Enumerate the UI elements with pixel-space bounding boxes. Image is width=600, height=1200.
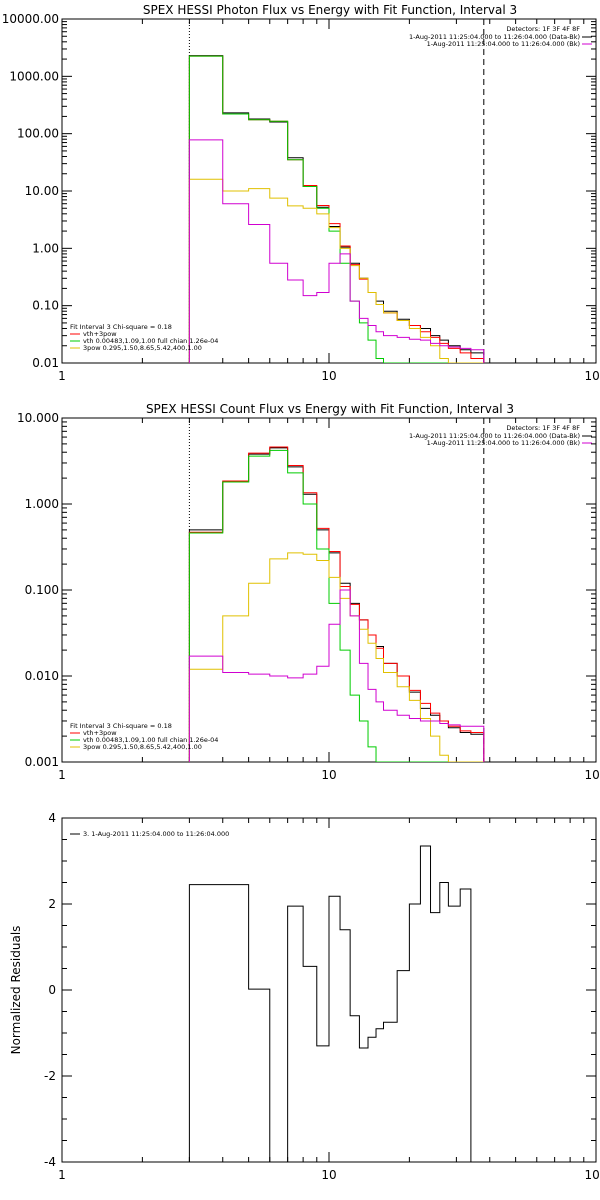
count-flux-title: SPEX HESSI Count Flux vs Energy with Fit… [146,402,514,416]
legend-top-entry: 1-Aug-2011 11:25:04.000 to 11:26:04.000 … [409,33,580,41]
series-line-4 [188,589,485,762]
legend-fit-entry: vth+3pow [83,330,117,338]
x-tick-label: 1 [58,369,66,383]
y-tick-label: 0.010 [25,669,59,683]
series-line-2 [188,449,484,762]
series-line-2 [188,55,484,363]
y-tick-label: 0.001 [25,755,59,769]
y-tick-label: 4 [48,811,56,825]
y-tick-label: 0.01 [32,356,59,370]
photon-flux-panel: SPEX HESSI Photon Flux vs Energy with Fi… [2,3,600,383]
y-tick-label: 10.000 [17,411,59,425]
legend-top-entry: 1-Aug-2011 11:25:04.000 to 11:26:04.000 … [427,40,580,48]
legend-fit-entry: vth+3pow [83,729,117,737]
y-tick-label: -2 [44,1069,56,1083]
legend-top-entry: 1-Aug-2011 11:25:04.000 to 11:26:04.000 … [427,439,580,447]
y-tick-label: -4 [44,1155,56,1169]
y-tick-label: 100.00 [17,127,59,141]
series-line-3 [188,552,484,762]
legend-detectors: Detectors: 1F 3F 4F 8F [506,25,580,33]
photon-flux-title: SPEX HESSI Photon Flux vs Energy with Fi… [143,3,517,17]
x-tick-label: 10 [321,369,336,383]
legend-detectors: Detectors: 1F 3F 4F 8F [506,424,580,432]
series-line-4 [188,139,485,363]
y-tick-label: 10.00 [25,184,59,198]
legend-fit-header: Fit Interval 3 Chi-square = 0.18 [70,722,172,730]
y-tick-label: 0.10 [32,299,59,313]
series-group [188,55,485,363]
legend-fit-entry: vth 0.00483,1.09,1.00 full chian 1.26e-0… [83,736,218,744]
legend-top-entry: 1-Aug-2011 11:25:04.000 to 11:26:04.000 … [409,432,580,440]
series-line-3 [188,178,484,363]
x-tick-label: 100 [585,1168,600,1182]
y-tick-label: 1000.00 [9,69,59,83]
series-line-0 [188,845,484,1162]
plot-frame [61,18,597,364]
y-tick-label: 0.100 [25,583,59,597]
x-tick-label: 10 [321,768,336,782]
legend-fit-header: Fit Interval 3 Chi-square = 0.18 [70,323,172,331]
residuals-panel: Normalized Residuals 1 10 100 -4 -2 0 2 4 3. 1-A… [9,811,600,1182]
x-tick-label: 100 [585,369,600,383]
count-flux-panel: SPEX HESSI Count Flux vs Energy with Fit… [17,402,600,782]
series-line-1 [188,446,485,762]
series-group [188,845,484,1162]
residuals-ylabel: Normalized Residuals [9,926,23,1055]
x-tick-label: 10 [321,1168,336,1182]
legend-fit-entry: vth 0.00483,1.09,1.00 full chian 1.26e-0… [83,337,218,345]
series-line-1 [188,55,485,363]
x-tick-label: 1 [58,768,66,782]
y-tick-label: 1.00 [32,241,59,255]
series-group [188,446,485,762]
y-tick-label: 2 [48,897,56,911]
legend-residual-entry: 3. 1-Aug-2011 11:25:04.000 to 11:26:04.0… [83,830,229,838]
x-tick-label: 1 [58,1168,66,1182]
y-tick-label: 0 [48,983,56,997]
legend-fit-entry: 3pow 0.295,1.50,8.65,5.42,400,1.00 [83,344,202,352]
legend-fit-entry: 3pow 0.295,1.50,8.65,5.42,400,1.00 [83,743,202,751]
y-tick-label: 10000.00 [2,12,59,26]
y-tick-label: 1.000 [25,497,59,511]
series-line-0 [188,55,485,363]
x-tick-label: 100 [585,768,600,782]
